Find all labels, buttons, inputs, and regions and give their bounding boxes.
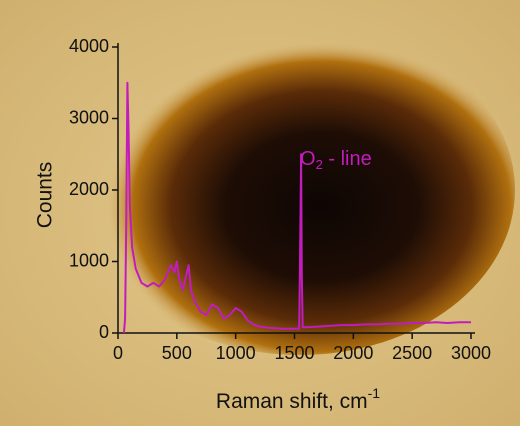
annotation-text: - line xyxy=(323,148,372,170)
x-tick-label: 3000 xyxy=(451,343,491,363)
x-tick-label: 1000 xyxy=(216,343,256,363)
annotation-text: O xyxy=(300,148,316,170)
x-tick-label: 2500 xyxy=(392,343,432,363)
y-tick-label: 3000 xyxy=(69,107,109,127)
y-tick-label: 0 xyxy=(99,322,109,342)
x-tick-label: 500 xyxy=(162,343,192,363)
x-tick-label: 1500 xyxy=(274,343,314,363)
x-tick-label: 0 xyxy=(113,343,123,363)
x-label-sup: -1 xyxy=(368,385,381,401)
x-tick-label: 2000 xyxy=(333,343,373,363)
spectrum-line xyxy=(122,81,471,334)
x-axis-label: Raman shift, cm-1 xyxy=(216,385,380,413)
y-tick-label: 1000 xyxy=(69,250,109,270)
x-label-text: Raman shift, cm xyxy=(216,390,368,413)
y-tick-label: 2000 xyxy=(69,179,109,199)
annotation-sub: 2 xyxy=(316,157,323,172)
annotation: O2 - line xyxy=(300,148,372,172)
y-axis-label: Counts xyxy=(34,162,57,229)
y-tick-label: 4000 xyxy=(69,36,109,56)
